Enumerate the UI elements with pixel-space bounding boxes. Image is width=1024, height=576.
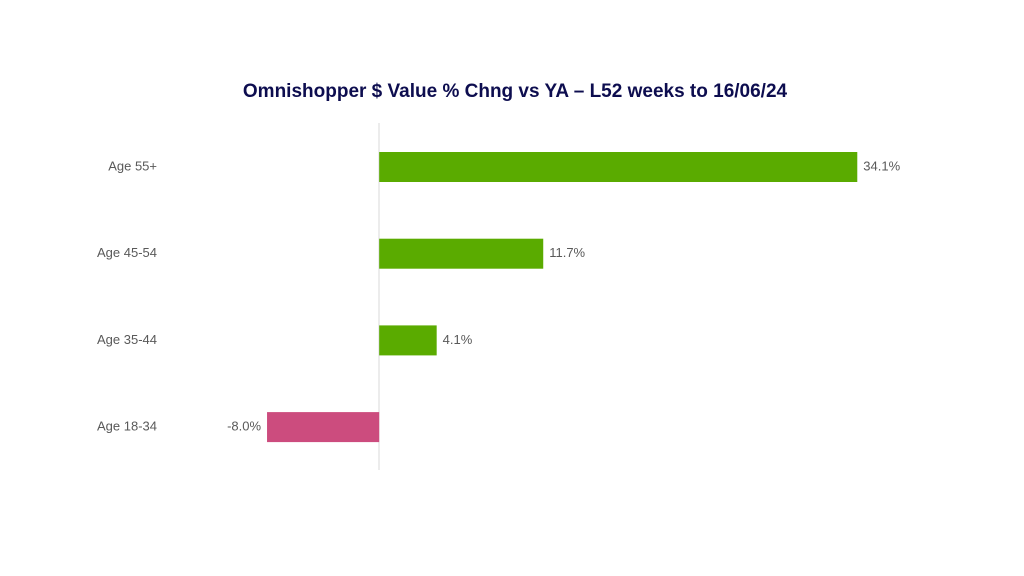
category-label: Age 45-54 [97,245,157,260]
chart-title: Omnishopper $ Value % Chng vs YA – L52 w… [243,81,788,102]
bar [379,325,437,356]
category-label: Age 18-34 [97,419,157,434]
bar [267,412,380,443]
value-label: 4.1% [443,332,473,347]
value-label: -8.0% [227,419,261,434]
category-label: Age 55+ [108,158,157,173]
category-label: Age 35-44 [97,332,157,347]
value-label: 11.7% [549,245,585,260]
value-label: 34.1% [863,158,900,173]
bar [379,152,858,182]
bar [379,238,544,269]
